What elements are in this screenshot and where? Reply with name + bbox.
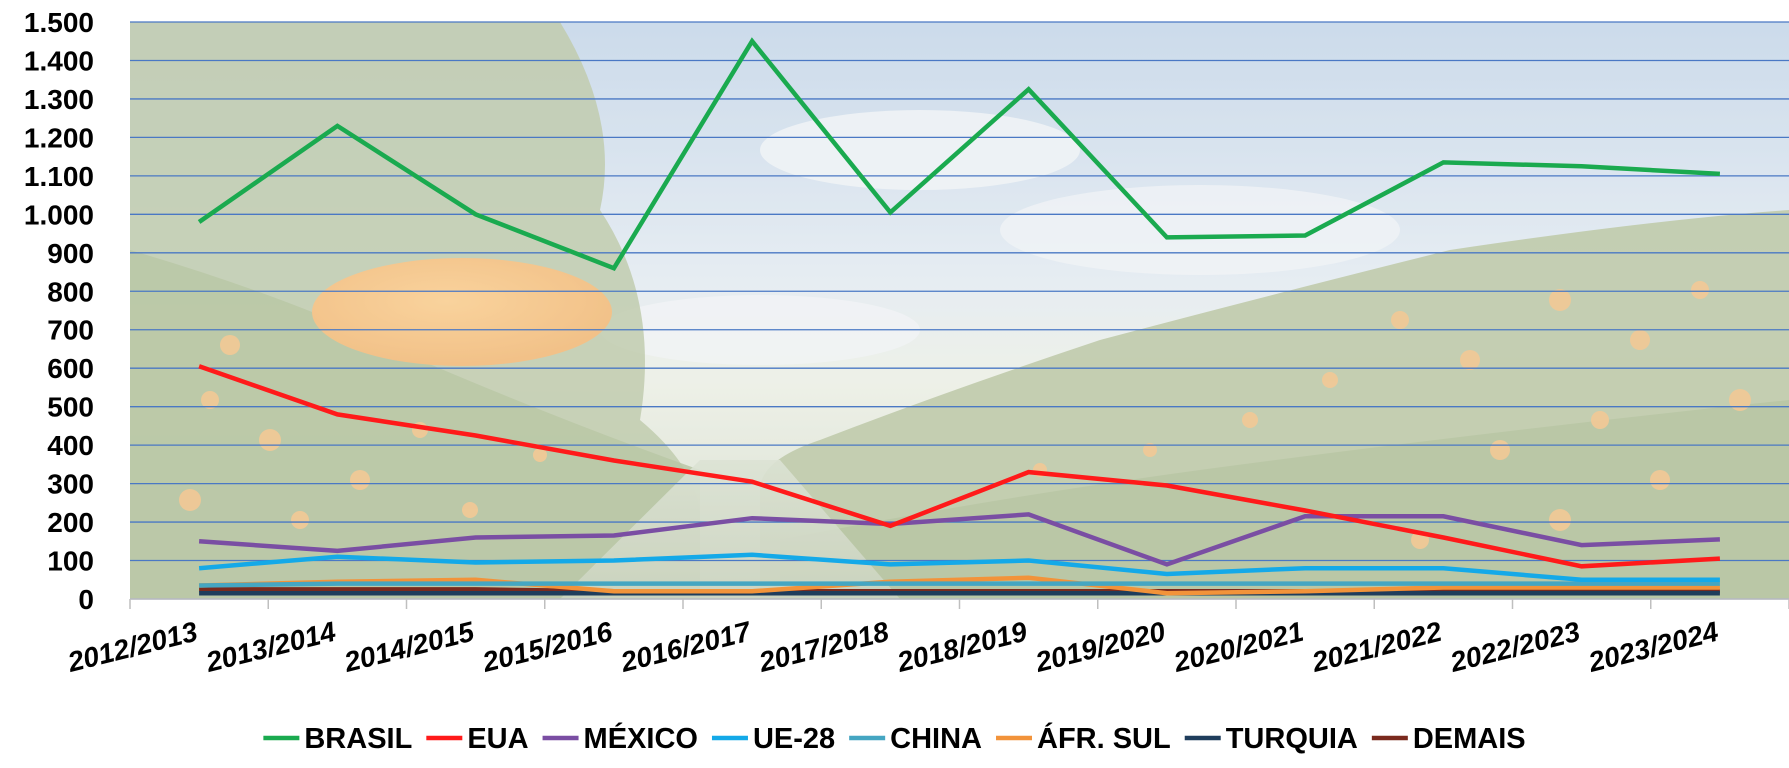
y-tick-label: 1.100: [24, 161, 94, 192]
x-tick-label: 2021/2022: [1308, 616, 1445, 678]
legend-label: CHINA: [890, 723, 982, 755]
legend-label: ÁFR. SUL: [1037, 721, 1171, 755]
legend: BRASIL EUA MÉXICO UE-28 CHINA ÁFR. SUL TURQUIA…: [263, 721, 1526, 755]
x-tick-label: 2017/2018: [755, 616, 892, 678]
y-tick-label: 900: [47, 238, 94, 269]
y-tick-label: 600: [47, 353, 94, 384]
legend-label: DEMAIS: [1413, 723, 1526, 755]
series-line-ue-28: [198, 552, 1720, 583]
series-line-china: [199, 581, 1720, 588]
series-line-eua: [198, 364, 1721, 569]
x-tick-label: 2014/2015: [340, 616, 477, 678]
x-tick-label: 2015/2016: [478, 616, 615, 678]
y-tick-label: 1.400: [24, 45, 94, 76]
legend-label: UE-28: [753, 723, 835, 755]
legend-label: MÉXICO: [584, 721, 698, 755]
y-tick-label: 1.200: [24, 122, 94, 153]
series-lines: [197, 37, 1721, 596]
y-axis: 0 100 200 300 400 500 600 700 800 900 1.000 1.100 1.…: [24, 7, 94, 615]
y-tick-label: 500: [47, 392, 94, 423]
x-tick-label: 2016/2017: [617, 615, 755, 678]
x-tick-label: 2020/2021: [1170, 616, 1307, 678]
x-tick-label: 2022/2023: [1446, 616, 1583, 678]
x-tick-label: 2019/2020: [1031, 616, 1168, 678]
x-axis: 2012/2013 2013/2014 2014/2015 2015/2016 2016…: [64, 598, 1789, 678]
series-line-áfr-sul: [199, 575, 1720, 596]
y-tick-label: 200: [47, 507, 94, 538]
legend-label: TURQUIA: [1226, 723, 1358, 755]
y-tick-label: 400: [47, 430, 94, 461]
series-line-méxico: [198, 512, 1720, 567]
y-tick-label: 800: [47, 276, 94, 307]
legend-label: EUA: [467, 723, 528, 755]
y-tick-label: 1.300: [24, 84, 94, 115]
legend-label: BRASIL: [304, 723, 412, 755]
y-tick-label: 300: [47, 469, 94, 500]
orchard-background-image: [130, 22, 1789, 599]
series-line-brasil: [197, 37, 1721, 271]
y-tick-label: 1.500: [24, 7, 94, 38]
y-tick-label: 700: [47, 315, 94, 346]
y-tick-label: 100: [47, 546, 94, 577]
y-tick-label: 0: [78, 584, 94, 615]
x-tick-label: 2012/2013: [64, 616, 201, 678]
x-tick-label: 2013/2014: [202, 616, 339, 678]
x-tick-label: 2023/2024: [1584, 616, 1721, 678]
y-tick-label: 1.000: [24, 199, 94, 230]
x-tick-label: 2018/2019: [893, 616, 1030, 678]
